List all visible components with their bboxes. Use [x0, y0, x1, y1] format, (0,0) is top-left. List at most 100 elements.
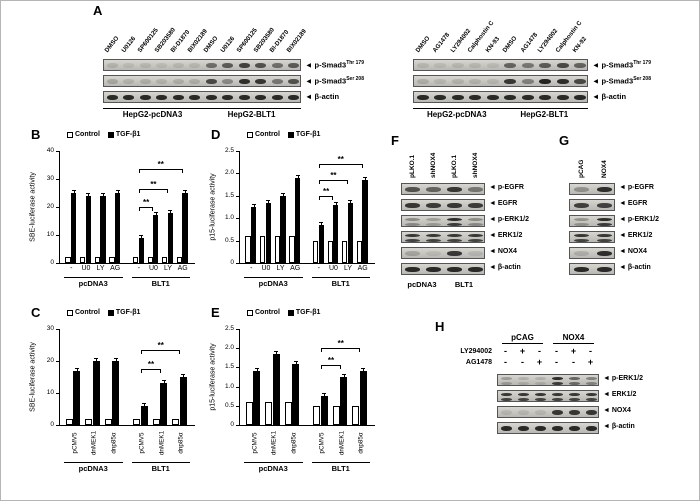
y-tick-label: 10	[46, 389, 54, 396]
blot-strip	[401, 183, 485, 195]
bar-control	[65, 257, 71, 263]
y-tick	[236, 367, 239, 369]
bar-control	[94, 257, 100, 263]
band	[517, 393, 530, 396]
x-cat-label: LY	[276, 265, 285, 272]
band	[139, 62, 151, 68]
band	[500, 377, 513, 380]
sig-bracket	[138, 207, 154, 211]
left-arrow-icon: ◄	[603, 407, 612, 414]
bar-tgf	[140, 405, 148, 425]
panel-letter-H: H	[435, 319, 445, 334]
y-tick	[236, 329, 239, 330]
band-label-row: ◄ NOX4	[603, 407, 631, 414]
error-bar-stem	[365, 177, 367, 181]
left-arrow-icon: ◄	[489, 216, 498, 223]
band	[434, 78, 447, 84]
y-tick	[56, 329, 59, 330]
bar-tgf	[167, 212, 174, 263]
bar-control	[289, 236, 295, 263]
band-label-sup: Thr 179	[346, 60, 364, 66]
band-label-row: ◄ p-EGFR	[489, 184, 524, 191]
bar-tgf	[182, 193, 188, 263]
band	[468, 266, 483, 272]
y-tick	[236, 173, 239, 175]
band	[539, 94, 552, 100]
band	[500, 425, 513, 431]
band	[468, 234, 483, 237]
left-arrow-icon: ◄	[592, 60, 602, 70]
y-tick-label: 2.5	[224, 147, 234, 154]
lane-label: KN-93	[484, 35, 501, 54]
band	[123, 78, 135, 84]
band	[573, 250, 590, 256]
band-label: p-Smad3	[601, 60, 634, 70]
panel-letter-C: C	[31, 305, 41, 320]
x-cat-label: dnMEK1	[338, 430, 346, 456]
panel-letter-G: G	[559, 133, 570, 148]
band	[205, 62, 217, 68]
band	[271, 78, 283, 84]
lane-label: shNOX4	[471, 152, 479, 178]
band-label: β-actin	[497, 264, 521, 271]
sig-label: **	[337, 155, 344, 165]
bar-tgf	[92, 361, 100, 425]
band-label: NOX4	[611, 407, 631, 414]
blot-strip	[103, 91, 301, 103]
band	[517, 382, 530, 385]
lane-label: shNOX4	[429, 152, 437, 178]
y-tick	[236, 405, 239, 407]
legend-item: Control	[247, 309, 280, 316]
band	[469, 62, 482, 68]
band-label-row: ◄ p-Smad3Ser 208	[592, 76, 651, 86]
x-cat-label: U0	[81, 265, 91, 272]
band	[123, 62, 135, 68]
blot-strip	[569, 183, 615, 195]
legend-control-label: Control	[255, 131, 280, 138]
sign: -	[521, 357, 524, 367]
legend-tgf-label: TGF-β1	[115, 309, 141, 316]
bar-tgf	[362, 180, 368, 263]
sig-label: **	[143, 198, 150, 207]
band	[486, 78, 499, 84]
panel-letter-D: D	[211, 127, 221, 142]
band-label: p-Smad3	[314, 60, 347, 70]
error-bar-stem	[88, 192, 90, 196]
x-group-label: BLT1	[311, 462, 370, 473]
treatment-group-label: NOX4	[553, 333, 594, 344]
x-group-label: BLT1	[131, 277, 190, 288]
error-bar-stem	[117, 190, 119, 193]
legend-tgf-label: TGF-β1	[295, 131, 321, 138]
band	[500, 382, 513, 385]
band-label: β-actin	[314, 92, 340, 101]
legend-control-swatch	[67, 131, 73, 138]
legend-item: Control	[67, 131, 100, 138]
y-axis-label: p15-luciferase activity	[209, 173, 217, 241]
left-arrow-icon: ◄	[592, 92, 602, 101]
left-arrow-icon: ◄	[603, 423, 612, 430]
band	[426, 218, 441, 221]
y-tick	[56, 207, 59, 208]
error-bar-stem	[268, 199, 270, 203]
bar-tgf	[265, 202, 271, 263]
band	[288, 62, 300, 68]
band	[451, 94, 464, 100]
band	[469, 94, 482, 100]
band	[405, 250, 420, 256]
band-label: EGFR	[627, 200, 648, 207]
bar-control	[284, 401, 292, 425]
band	[551, 409, 564, 415]
bar-tgf	[73, 370, 81, 425]
y-tick-label: 2.5	[224, 325, 234, 332]
bar-control	[133, 418, 141, 425]
band	[568, 409, 581, 415]
y-tick	[56, 263, 59, 264]
y-tick-label: 30	[46, 175, 54, 182]
error-bar-stem	[155, 212, 157, 216]
band	[596, 266, 613, 272]
band	[517, 377, 530, 380]
band	[447, 202, 462, 208]
band-label-row: ◄ β-actin	[592, 92, 626, 101]
band	[596, 218, 613, 221]
x-cat-label: pCMV5	[71, 432, 79, 454]
